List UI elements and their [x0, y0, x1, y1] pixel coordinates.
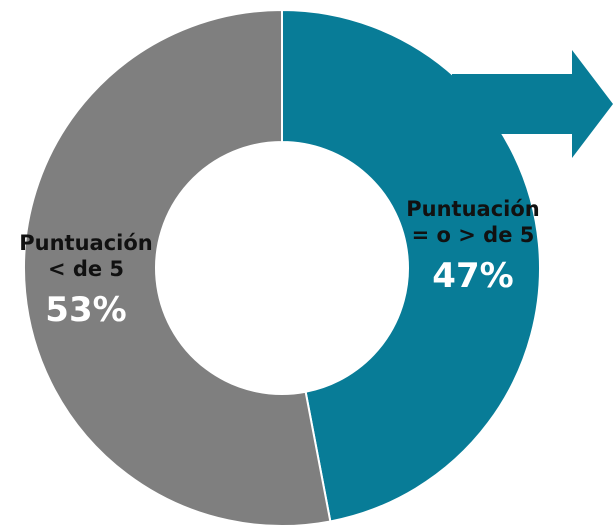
slice-label-low-line2: < de 5 — [47, 257, 125, 282]
slice-label-high-line2: = o > de 5 — [411, 223, 535, 248]
slice-label-high: Puntuación = o > de 5 47% — [400, 196, 546, 297]
donut-slice-1 — [23, 8, 332, 527]
slice-label-low-line1: Puntuación — [19, 231, 153, 255]
donut-slices — [23, 8, 541, 527]
slice-label-low: Puntuación < de 5 53% — [8, 230, 164, 331]
slice-label-high-line1: Puntuación — [406, 197, 540, 221]
arrow-right-icon — [452, 50, 613, 158]
slice-value-low: 53% — [45, 289, 127, 330]
slice-value-high: 47% — [432, 255, 514, 296]
